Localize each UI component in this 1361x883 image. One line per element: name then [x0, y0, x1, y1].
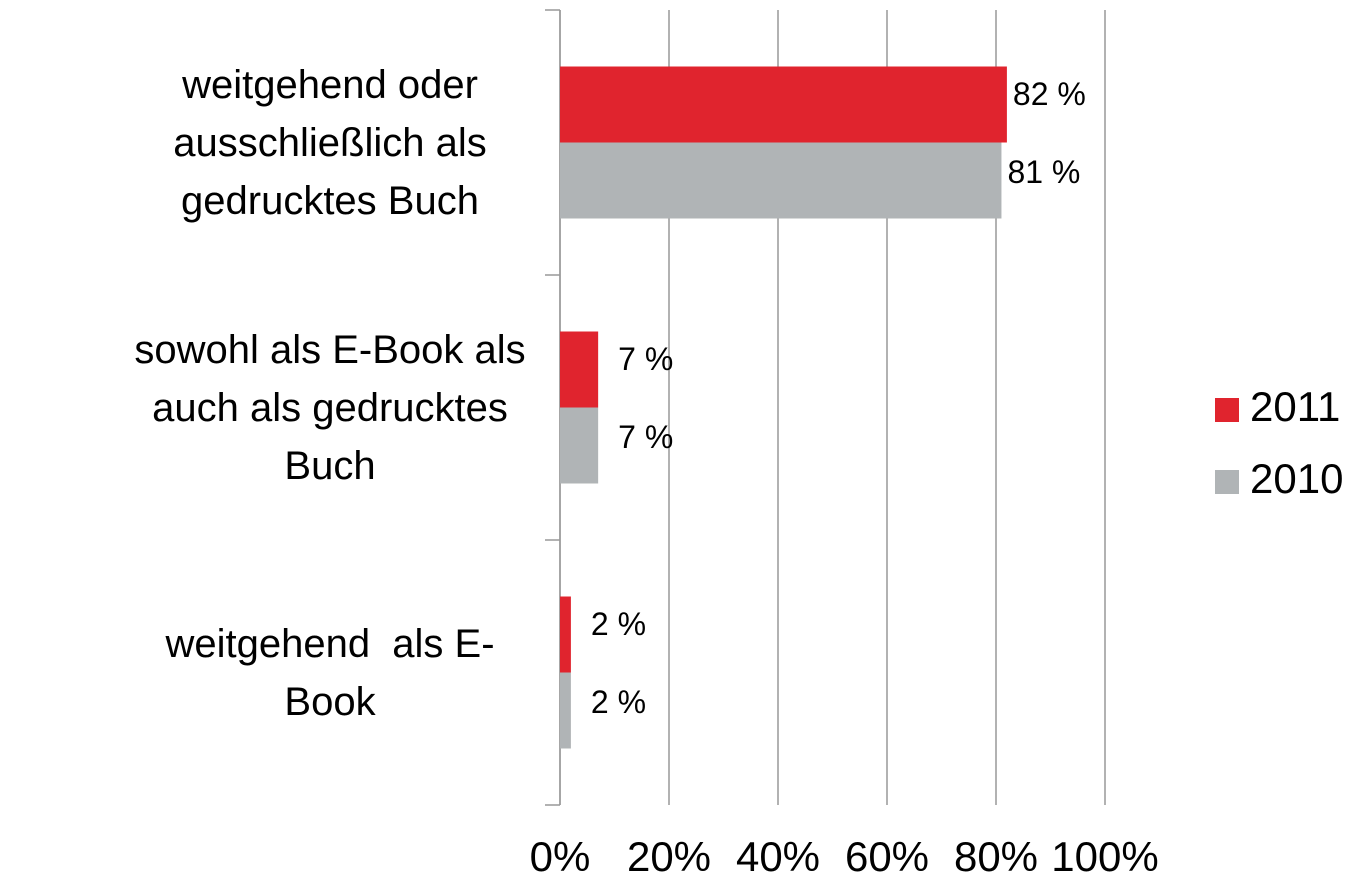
y-tick-label: weitgehend oder ausschließlich als gedru… — [173, 62, 498, 223]
y-tick-label: weitgehend als E-Book — [165, 621, 495, 724]
bar — [560, 66, 1007, 143]
data-label: 2 % — [591, 684, 646, 720]
y-tick-label: sowohl als E-Book als auch als gedruckte… — [134, 327, 537, 488]
bar — [560, 331, 599, 408]
data-label: 7 % — [618, 341, 673, 377]
legend-swatch — [1215, 398, 1239, 422]
legend-label: 2010 — [1250, 455, 1343, 502]
data-label: 82 % — [1013, 76, 1086, 112]
bar — [560, 407, 599, 484]
data-label: 7 % — [618, 419, 673, 455]
x-tick-label: 20% — [627, 833, 711, 880]
bar — [560, 596, 571, 673]
x-tick-label: 100% — [1051, 833, 1158, 880]
x-tick-label: 40% — [736, 833, 820, 880]
data-label: 2 % — [591, 606, 646, 642]
legend-swatch — [1215, 470, 1239, 494]
x-tick-label: 60% — [845, 833, 929, 880]
data-label: 81 % — [1007, 154, 1080, 190]
legend-label: 2011 — [1250, 383, 1340, 430]
bar — [560, 142, 1002, 219]
x-tick-label: 0% — [530, 833, 591, 880]
x-tick-label: 80% — [954, 833, 1038, 880]
bar — [560, 672, 571, 749]
